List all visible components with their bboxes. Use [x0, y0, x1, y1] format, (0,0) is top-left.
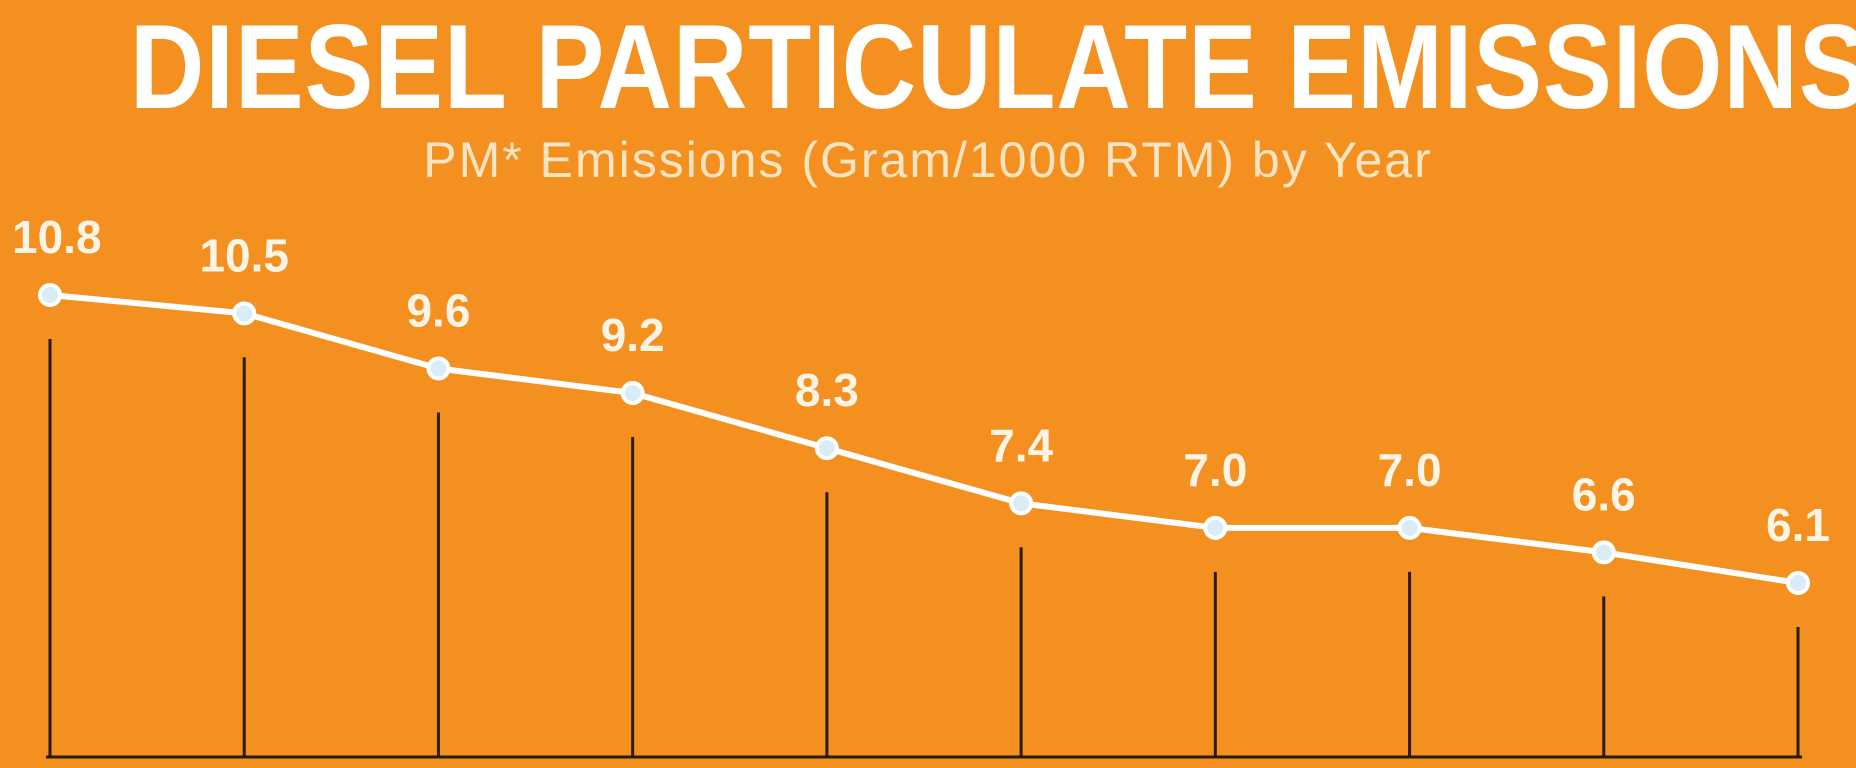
data-point	[620, 381, 645, 406]
series	[47, 292, 1801, 586]
data-label: 8.3	[795, 364, 859, 416]
drop-lines	[46, 339, 1802, 759]
data-point	[1009, 491, 1034, 516]
data-label: 7.0	[1183, 444, 1247, 496]
chart-title: DIESEL PARTICULATE EMISSIONS	[129, 0, 1856, 134]
data-label: 6.6	[1572, 468, 1636, 520]
series-line	[47, 292, 1801, 586]
data-point	[1397, 515, 1422, 540]
data-labels: 10.8 10.5 9.6 9.2 8.3 7.4 7.0 7.0 6.6 6.1	[12, 211, 1830, 551]
data-label: 6.1	[1766, 499, 1830, 551]
chart-subtitle: PM* Emissions (Gram/1000 RTM) by Year	[423, 132, 1433, 188]
data-label: 7.4	[989, 419, 1053, 471]
data-point	[814, 436, 839, 461]
data-point	[232, 301, 257, 326]
data-label: 9.6	[406, 285, 470, 337]
data-point	[426, 356, 451, 381]
data-point	[1203, 515, 1228, 540]
data-label: 7.0	[1378, 444, 1442, 496]
markers	[38, 283, 1810, 595]
data-label: 9.2	[601, 309, 665, 361]
data-label: 10.5	[199, 229, 289, 281]
data-label: 10.8	[12, 211, 102, 263]
data-point	[1786, 571, 1810, 595]
data-point	[38, 283, 62, 307]
data-point	[1591, 540, 1616, 565]
